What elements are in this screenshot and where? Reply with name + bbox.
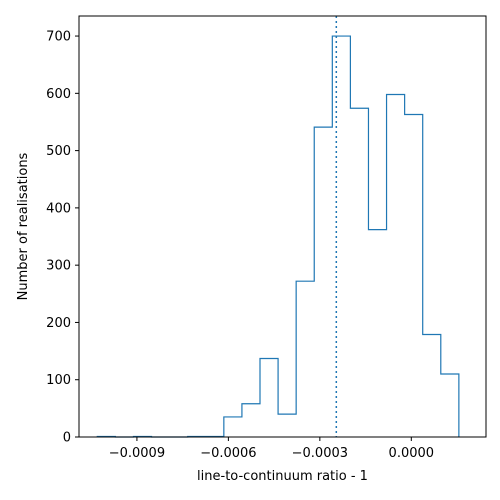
y-axis-ticks: 0 100 200 300 400 500 600 700 — [46, 30, 79, 446]
y-tick-label: 200 — [46, 316, 71, 331]
y-tick-label: 0 — [63, 431, 71, 446]
x-axis-label: line-to-continuum ratio - 1 — [197, 469, 368, 484]
y-tick-label: 500 — [46, 144, 71, 159]
x-tick-label: −0.0009 — [109, 446, 165, 461]
x-axis-ticks: −0.0009 −0.0006 −0.0003 0.0000 — [109, 437, 434, 461]
y-axis-label: Number of realisations — [16, 152, 31, 300]
y-tick-label: 300 — [46, 259, 71, 274]
axes-frame — [78, 15, 487, 438]
x-tick-label: −0.0006 — [200, 446, 256, 461]
y-tick-label: 400 — [46, 201, 71, 216]
x-tick-label: −0.0003 — [292, 446, 348, 461]
x-tick-label: 0.0000 — [389, 446, 435, 461]
y-tick-label: 600 — [46, 87, 71, 102]
y-tick-label: 100 — [46, 373, 71, 388]
y-tick-label: 700 — [46, 30, 71, 45]
